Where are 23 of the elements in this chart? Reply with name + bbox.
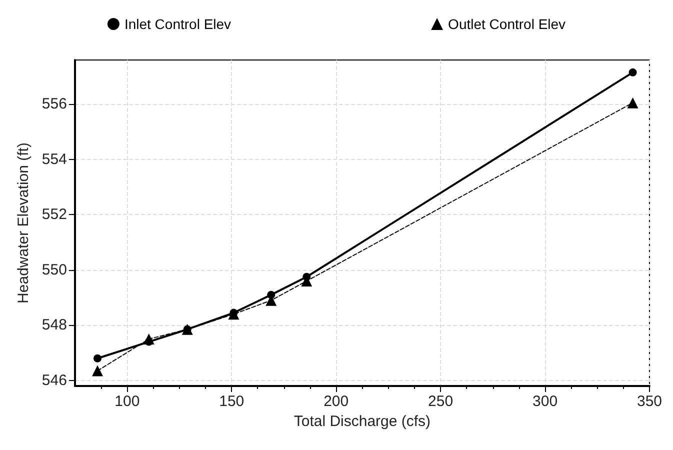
point (92, 365, 103, 376)
y-tick-label: 552 (42, 206, 67, 224)
point (267, 290, 276, 299)
y-tick-label: 554 (42, 150, 67, 168)
x-tick-label: 150 (219, 393, 244, 410)
x-tick-label: 100 (114, 393, 140, 410)
y-tick-label: 546 (42, 372, 67, 389)
point (628, 68, 637, 76)
legend-label: Inlet Control Elev (124, 16, 232, 32)
x-axis-title: Total Discharge (cfs) (294, 413, 431, 430)
point (627, 97, 638, 108)
y-tick-label: 548 (42, 316, 67, 334)
point (302, 272, 311, 281)
x-tick-label: 200 (324, 393, 349, 410)
y-tick-label: 556 (42, 96, 67, 113)
x-tick-label: 350 (636, 393, 662, 410)
point (144, 338, 153, 346)
y-axis-title: Headwater Elevation (ft) (15, 142, 32, 304)
y-tick-label: 550 (42, 261, 67, 278)
point (94, 354, 102, 362)
x-tick-label: 250 (428, 393, 454, 410)
x-tick-label: 300 (532, 393, 558, 410)
legend-label: Outlet Control Elev (448, 16, 566, 32)
